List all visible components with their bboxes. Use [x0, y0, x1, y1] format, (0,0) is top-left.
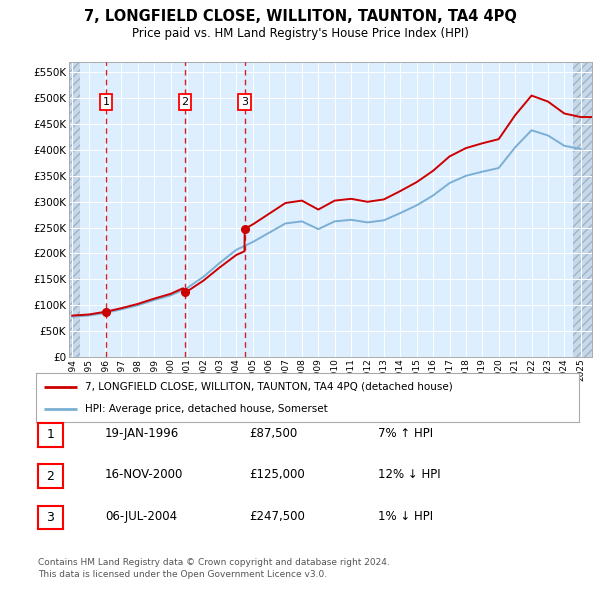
- Text: 7, LONGFIELD CLOSE, WILLITON, TAUNTON, TA4 4PQ (detached house): 7, LONGFIELD CLOSE, WILLITON, TAUNTON, T…: [85, 382, 452, 392]
- Text: 7, LONGFIELD CLOSE, WILLITON, TAUNTON, TA4 4PQ: 7, LONGFIELD CLOSE, WILLITON, TAUNTON, T…: [83, 9, 517, 24]
- Text: 12% ↓ HPI: 12% ↓ HPI: [378, 468, 440, 481]
- Text: 1: 1: [103, 97, 109, 107]
- Text: £87,500: £87,500: [249, 427, 297, 440]
- Text: 2: 2: [46, 470, 55, 483]
- Bar: [572, 62, 592, 357]
- Text: £247,500: £247,500: [249, 510, 305, 523]
- Text: 1% ↓ HPI: 1% ↓ HPI: [378, 510, 433, 523]
- Text: 1: 1: [46, 428, 55, 441]
- Text: 06-JUL-2004: 06-JUL-2004: [105, 510, 177, 523]
- Text: 2: 2: [182, 97, 188, 107]
- Text: Price paid vs. HM Land Registry's House Price Index (HPI): Price paid vs. HM Land Registry's House …: [131, 27, 469, 40]
- Text: HPI: Average price, detached house, Somerset: HPI: Average price, detached house, Some…: [85, 404, 328, 414]
- Text: 7% ↑ HPI: 7% ↑ HPI: [378, 427, 433, 440]
- Text: 3: 3: [46, 511, 55, 524]
- Text: Contains HM Land Registry data © Crown copyright and database right 2024.
This d: Contains HM Land Registry data © Crown c…: [38, 558, 389, 579]
- Text: £125,000: £125,000: [249, 468, 305, 481]
- Bar: [69, 62, 80, 357]
- Text: 19-JAN-1996: 19-JAN-1996: [105, 427, 179, 440]
- Text: 3: 3: [241, 97, 248, 107]
- Text: 16-NOV-2000: 16-NOV-2000: [105, 468, 184, 481]
